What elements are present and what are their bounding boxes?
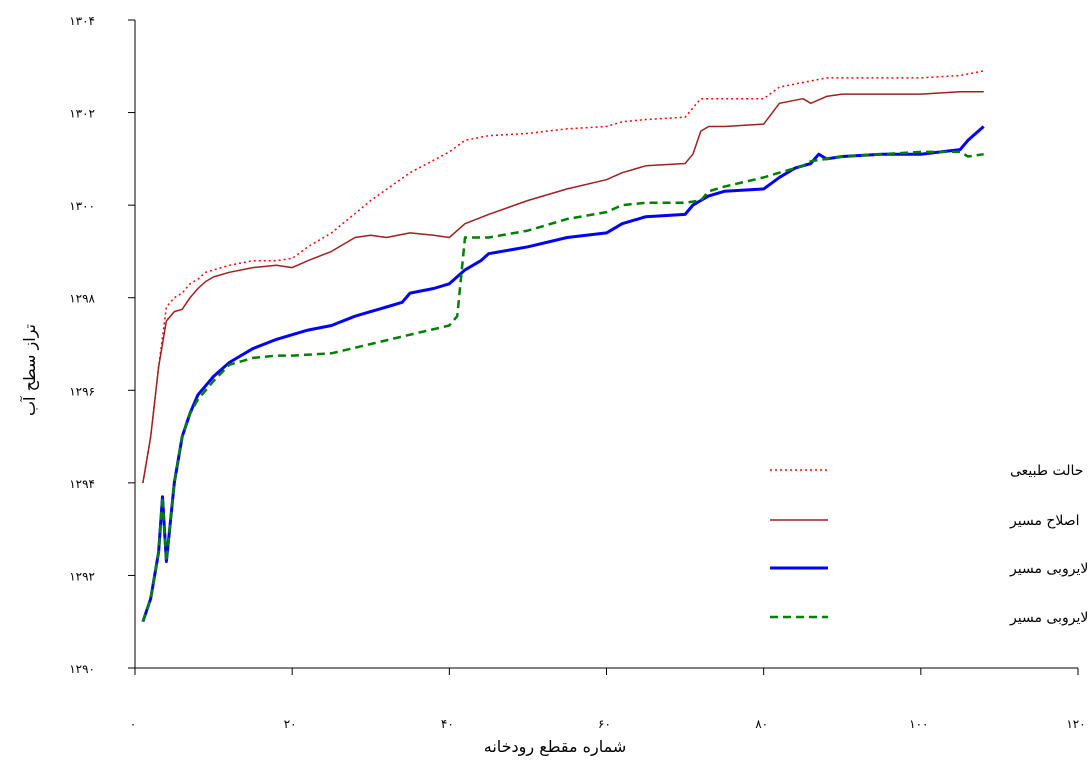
y-tick-label: ۱۲۹۶ xyxy=(69,384,95,398)
legend-label-2: اصلاح مسیر xyxy=(1009,513,1080,529)
x-axis-title: شماره مقطع رودخانه xyxy=(484,737,627,757)
x-tick-label: ۰ xyxy=(130,717,136,731)
y-tick-label: ۱۲۹۲ xyxy=(69,569,95,583)
y-tick-label: ۱۲۹۸ xyxy=(69,292,95,306)
y-tick-label: ۱۳۰۰ xyxy=(69,199,95,213)
legend-label-3: لایروبی مسیر xyxy=(1009,561,1088,577)
x-tick-label: ۲۰ xyxy=(284,717,297,731)
series-line-4 xyxy=(141,150,984,623)
x-tick-label: ۱۲۰ xyxy=(1066,717,1085,731)
x-tick-label: ۱۰۰ xyxy=(909,717,928,731)
series-line-3 xyxy=(141,125,985,623)
y-tick-label: ۱۳۰۴ xyxy=(69,14,95,28)
x-tick-label: ۸۰ xyxy=(755,717,768,731)
y-axis-title: تراز سطح آب xyxy=(20,324,40,416)
y-tick-label: ۱۲۹۴ xyxy=(69,477,95,491)
legend-label-1: حالت طبیعی xyxy=(1010,463,1083,479)
series-line-1 xyxy=(142,70,984,484)
chart-legend: حالت طبیعی اصلاح مسیر لایروبی مسیر اصلاح و … xyxy=(770,463,1092,626)
y-tick-label: ۱۳۰۲ xyxy=(69,107,95,121)
x-tick-label: ۴۰ xyxy=(441,717,454,731)
series-line-2 xyxy=(142,90,984,484)
chart-axes: ۱۲۹۰ ۱۲۹۲ ۱۲۹۴ ۱۲۹۶ ۱۲۹۸ ۱۳۰۰ ۱۳۰۲ ۱۳۰۴ ۰ ۲۰ ۴۰ ۶۰ ۸… xyxy=(69,14,1085,731)
chart-plot-area xyxy=(141,70,985,623)
y-tick-label: ۱۲۹۰ xyxy=(69,662,95,676)
x-tick-label: ۶۰ xyxy=(598,717,611,731)
legend-label-4: اصلاح و لایروبی مسیر xyxy=(1009,610,1092,626)
